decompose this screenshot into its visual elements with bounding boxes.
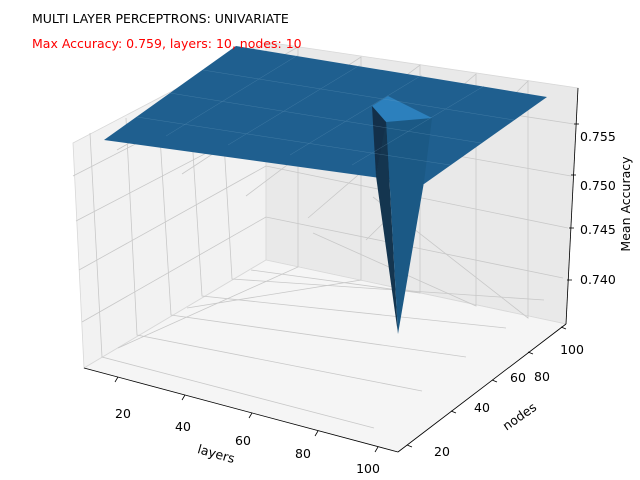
- surface-mesh: [136, 54, 515, 166]
- z-axis-line: [565, 87, 579, 325]
- chart-title: MULTI LAYER PERCEPTRONS: UNIVARIATE: [32, 11, 289, 26]
- y-tick-label: 60: [510, 370, 526, 385]
- y-tick-label: 80: [534, 369, 550, 384]
- surface-dip-left-rim: [372, 106, 386, 176]
- y-tick-label: 40: [474, 400, 490, 415]
- surface: [104, 46, 547, 334]
- z-axis-label: Mean Accuracy: [618, 156, 633, 252]
- x-tick-label: 60: [235, 433, 251, 448]
- x-tick-label: 80: [295, 446, 311, 461]
- x-axis-label: layers: [196, 441, 237, 466]
- axis-lines: [83, 87, 579, 453]
- tick-marks: [114, 123, 579, 453]
- chart-subtitle: Max Accuracy: 0.759, layers: 10, nodes: …: [32, 36, 302, 51]
- surface-plateau: [104, 46, 547, 184]
- x-tick-labels: 20 40 60 80 100: [115, 406, 380, 476]
- z-tick-label: 0.740: [580, 272, 616, 287]
- y-axis-line: [397, 323, 567, 453]
- z-tick-labels: 0.740 0.745 0.750 0.755: [580, 129, 616, 287]
- y-tick-labels: 20 40 60 80 100: [434, 342, 584, 459]
- x-axis-line: [83, 367, 399, 453]
- x-tick-label: 40: [175, 419, 191, 434]
- surface-dip-left-wall: [376, 118, 398, 334]
- x-tick-label: 100: [356, 461, 380, 476]
- z-tick-label: 0.755: [580, 129, 616, 144]
- y-axis-label: nodes: [500, 399, 540, 433]
- y-tick-label: 100: [560, 342, 584, 357]
- z-tick-label: 0.750: [580, 178, 616, 193]
- surface-dip-center: [386, 118, 432, 334]
- surface-dip-rim: [372, 96, 432, 122]
- y-tick-label: 20: [434, 444, 450, 459]
- x-tick-label: 20: [115, 406, 131, 421]
- z-tick-label: 0.745: [580, 222, 616, 237]
